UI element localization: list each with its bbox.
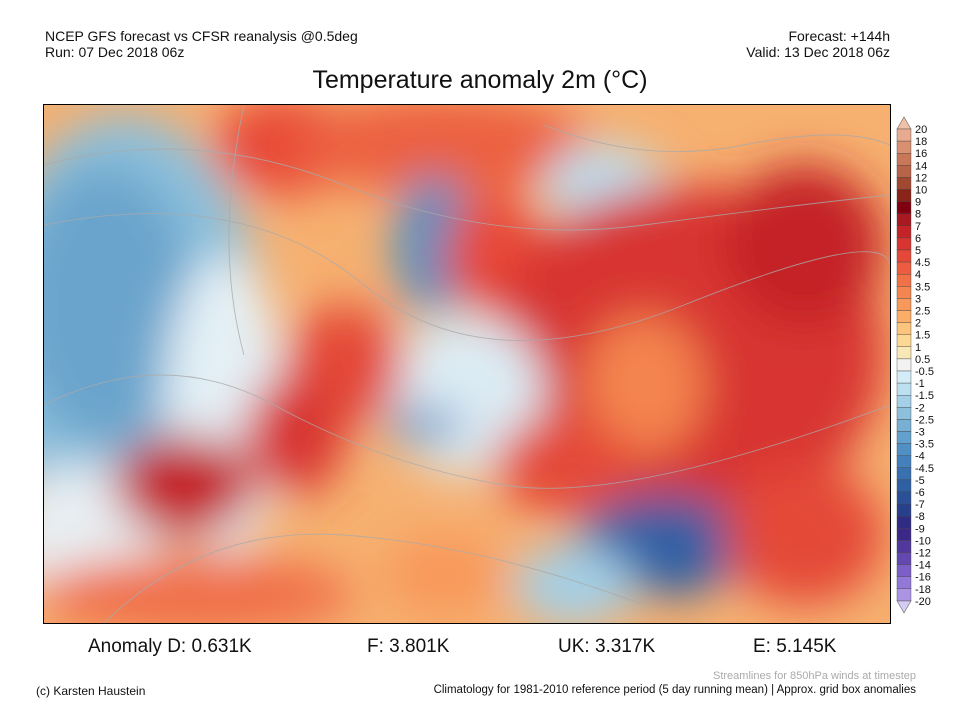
colorbar-tick-label: -2.5	[915, 414, 934, 426]
colorbar-bin	[896, 201, 912, 214]
colorbar-bin	[896, 153, 912, 166]
colorbar-tick-label: 10	[915, 185, 927, 197]
colorbar-tick-label: -2	[915, 402, 925, 414]
anomaly-europe: E: 5.145K	[753, 636, 837, 657]
colorbar-tick-label: -3	[915, 427, 925, 439]
colorbar-bin	[896, 503, 912, 517]
temperature-anomaly-map	[43, 104, 891, 624]
colorbar-tick-label: 3.5	[915, 281, 930, 293]
colorbar-tick-label: 0.5	[915, 354, 930, 366]
colorbar-bin	[896, 382, 912, 396]
anomaly-prefix: Anomaly	[88, 636, 162, 657]
colorbar-bin	[896, 443, 912, 456]
colorbar-tick-label: -4	[915, 451, 925, 463]
colorbar-max-arrow	[896, 116, 912, 130]
colorbar-tick-label: -4.5	[915, 463, 934, 475]
colorbar-tick-label: -8	[915, 511, 925, 523]
colorbar-bin	[896, 225, 912, 239]
streamlines	[44, 105, 890, 623]
colorbar-bin	[896, 407, 912, 420]
colorbar-bin	[896, 237, 912, 251]
climatology-note: Climatology for 1981-2010 reference peri…	[433, 684, 916, 696]
colorbar-tick-label: 6	[915, 233, 921, 245]
colorbar-bin	[896, 128, 912, 142]
colorbar-tick-label: -1.5	[915, 390, 934, 402]
colorbar-tick-label: 20	[915, 124, 927, 136]
colorbar-tick-label: -16	[915, 572, 931, 584]
colorbar-bin	[896, 395, 912, 408]
colorbar-tick-label: 16	[915, 148, 927, 160]
colorbar-tick-label: -0.5	[915, 366, 934, 378]
colorbar-bin	[896, 165, 912, 178]
colorbar-bin	[896, 528, 912, 541]
colorbar-bin	[896, 189, 912, 202]
colorbar-bin	[896, 419, 912, 432]
run-time: Run: 07 Dec 2018 06z	[45, 44, 185, 60]
colorbar-bin	[896, 298, 912, 311]
colorbar-tick-label: 18	[915, 136, 927, 148]
colorbar-bin	[896, 322, 912, 335]
colorbar-tick-label: -20	[915, 596, 931, 608]
colorbar-bin	[896, 467, 912, 481]
colorbar-tick-label: -7	[915, 499, 925, 511]
colorbar-bin	[896, 273, 912, 287]
anomaly-france: F: 3.801K	[367, 636, 450, 657]
colorbar-tick-label: -14	[915, 560, 931, 572]
colorbar-bin	[896, 455, 912, 469]
colorbar-bin	[896, 261, 912, 275]
colorbar-bin	[896, 491, 912, 505]
colorbar-bin	[896, 249, 912, 263]
map-title: Temperature anomaly 2m (°C)	[312, 66, 648, 94]
colorbar-tick-label: 1	[915, 342, 921, 354]
colorbar-tick-label: 5	[915, 245, 921, 257]
colorbar-tick-label: 12	[915, 172, 927, 184]
colorbar-tick-label: -9	[915, 523, 925, 535]
colorbar-tick-label: 7	[915, 221, 921, 233]
colorbar-bin	[896, 286, 912, 299]
colorbar-tick-label: 9	[915, 197, 921, 209]
colorbar-bin	[896, 588, 912, 602]
anomaly-germany: D: 0.631K	[167, 636, 252, 657]
colorbar-tick-label: 3	[915, 293, 921, 305]
streamlines-note: Streamlines for 850hPa winds at timestep	[713, 670, 916, 682]
model-description: NCEP GFS forecast vs CFSR reanalysis @0.…	[45, 28, 358, 44]
colorbar-legend: 201816141210987654.543.532.521.510.5-0.5…	[896, 116, 934, 614]
colorbar-tick-label: -5	[915, 475, 925, 487]
credit: (c) Karsten Haustein	[36, 684, 146, 698]
colorbar-bin	[896, 370, 912, 384]
colorbar-tick-label: 1.5	[915, 330, 930, 342]
colorbar-tick-label: -6	[915, 487, 925, 499]
valid-time: Valid: 13 Dec 2018 06z	[746, 44, 890, 60]
colorbar-tick-label: -10	[915, 535, 931, 547]
colorbar-bin	[896, 310, 912, 323]
colorbar-bin	[896, 213, 912, 226]
colorbar-bin	[896, 540, 912, 553]
colorbar-bin	[896, 431, 912, 444]
colorbar-tick-label: 14	[915, 160, 927, 172]
colorbar-bin	[896, 140, 912, 154]
colorbar-bin	[896, 177, 912, 190]
colorbar-bin	[896, 564, 912, 577]
colorbar-bin	[896, 576, 912, 590]
colorbar-tick-label: 2.5	[915, 306, 930, 318]
forecast-hour: Forecast: +144h	[788, 28, 890, 44]
colorbar-bin	[896, 358, 912, 372]
colorbar-tick-label: 4	[915, 269, 921, 281]
colorbar-bin	[896, 552, 912, 565]
colorbar-min-arrow	[896, 600, 912, 614]
colorbar-tick-label: -12	[915, 548, 931, 560]
colorbar-bin	[896, 346, 912, 360]
colorbar-tick-label: -3.5	[915, 439, 934, 451]
colorbar-bin	[896, 334, 912, 347]
colorbar-tick-label: 8	[915, 209, 921, 221]
colorbar-bin	[896, 479, 912, 493]
anomaly-uk: UK: 3.317K	[558, 636, 656, 657]
colorbar-bin	[896, 516, 912, 529]
colorbar-tick-label: 4.5	[915, 257, 930, 269]
anomaly-field	[44, 105, 890, 623]
colorbar-tick-label: -18	[915, 584, 931, 596]
colorbar-tick-label: 2	[915, 318, 921, 330]
colorbar-tick-label: -1	[915, 378, 925, 390]
anomaly-label: Anomaly D: 0.631K	[88, 636, 252, 658]
